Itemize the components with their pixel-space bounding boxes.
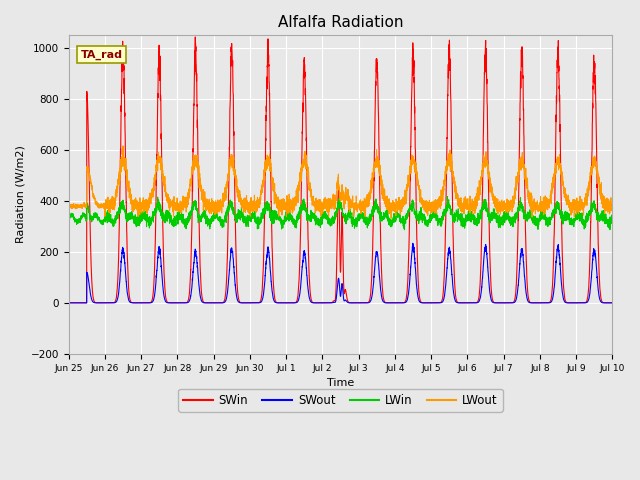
Line: SWout: SWout (68, 243, 612, 303)
Line: LWout: LWout (68, 146, 612, 218)
SWout (608, 300, 616, 306)
LWout (321, 203, 328, 208)
SWin (163, 297, 170, 303)
LWin (163, 208, 170, 214)
LWin (493, 214, 501, 220)
X-axis label: Time: Time (327, 378, 354, 388)
Legend: SWin, SWout, LWin, LWout: SWin, SWout, LWin, LWout (179, 389, 502, 411)
LWin (444, 194, 451, 200)
Y-axis label: Radiation (W/m2): Radiation (W/m2) (15, 145, 25, 243)
LWout (433, 210, 440, 216)
SWin (191, 34, 199, 40)
SWin (493, 300, 501, 306)
SWin (65, 300, 72, 306)
LWin (320, 215, 328, 221)
LWout (119, 143, 127, 149)
LWin (433, 218, 440, 224)
SWout (463, 300, 470, 306)
LWin (463, 214, 470, 220)
LWout (65, 204, 72, 210)
SWin (433, 300, 440, 306)
LWout (163, 190, 170, 195)
LWout (387, 216, 395, 221)
SWout (65, 300, 72, 306)
SWout (320, 300, 328, 306)
LWout (609, 205, 616, 211)
SWout (433, 300, 440, 306)
LWin (401, 227, 408, 233)
LWout (463, 205, 470, 211)
SWout (609, 300, 616, 306)
Line: LWin: LWin (68, 197, 612, 230)
Line: SWin: SWin (68, 37, 612, 303)
Title: Alfalfa Radiation: Alfalfa Radiation (278, 15, 403, 30)
LWin (609, 216, 616, 222)
LWin (608, 213, 616, 218)
SWout (493, 300, 501, 306)
Text: TA_rad: TA_rad (81, 49, 123, 60)
LWout (608, 203, 616, 208)
LWout (493, 206, 501, 212)
LWin (65, 216, 72, 222)
SWin (608, 300, 616, 306)
SWout (409, 240, 417, 246)
SWin (609, 300, 616, 306)
SWin (321, 300, 328, 306)
SWout (163, 300, 170, 305)
SWin (463, 300, 470, 306)
